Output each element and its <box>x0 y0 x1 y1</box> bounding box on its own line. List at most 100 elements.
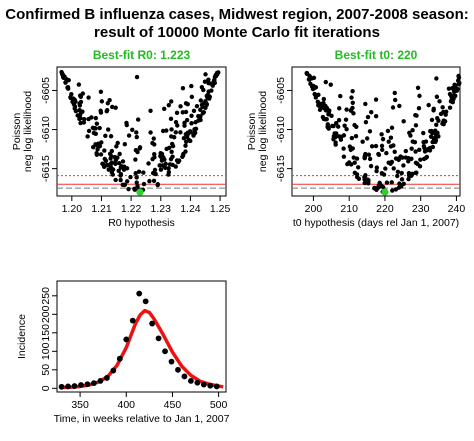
plot-2-point <box>422 149 428 154</box>
plot-2-point <box>397 103 402 109</box>
plot-1-point <box>174 110 180 116</box>
plot-1-point <box>180 153 186 158</box>
plot-1-point <box>189 94 195 100</box>
plot-2-point <box>451 86 457 92</box>
plot-2-point <box>373 143 379 149</box>
plot-2-point <box>421 139 426 145</box>
plot-1-points <box>59 69 221 193</box>
plot-1-point <box>128 174 133 180</box>
plot-2-point <box>437 99 442 104</box>
plot-1-point <box>102 156 107 162</box>
plot-1-frame <box>56 66 227 197</box>
plot-2-point <box>400 155 405 160</box>
plot-3-observed-point <box>136 290 143 297</box>
plot-1-point <box>133 171 138 176</box>
plot-2-point <box>410 139 415 144</box>
plot-1-point <box>124 179 130 184</box>
plot-2-point <box>380 147 385 153</box>
plot-1-point <box>189 83 194 89</box>
plot-1-point <box>203 105 208 111</box>
plot-1-point <box>94 142 99 148</box>
plot-1-point <box>103 133 108 139</box>
plot-1-point <box>169 99 174 104</box>
plot-2-point <box>434 122 439 127</box>
plot-2-point <box>390 105 396 110</box>
plot-1-point <box>148 108 153 113</box>
plot-2-point <box>349 135 355 141</box>
plot-1-point <box>134 74 140 80</box>
plot-2-point <box>333 140 338 145</box>
plot-1-point <box>178 130 183 135</box>
plot-2-y-tick-label: -6615 <box>275 155 287 182</box>
plot-1-point <box>117 151 122 157</box>
plot-2-point <box>367 129 373 134</box>
plot-2-point <box>399 170 404 176</box>
plot-2-point <box>324 117 329 122</box>
plot-2-point <box>392 90 397 96</box>
plot-2-point <box>366 178 371 183</box>
plot-1-point <box>150 170 156 176</box>
plot-1-point <box>169 141 175 147</box>
plot-2-point <box>326 126 331 131</box>
plot-1-point <box>126 133 132 138</box>
plot-1-point <box>198 98 203 103</box>
plot-2-point <box>440 105 445 110</box>
plot-1-point <box>91 130 97 136</box>
plot-1-point <box>134 134 139 140</box>
plot-2-point <box>417 93 422 99</box>
plot-2-point <box>323 108 329 113</box>
plot-1-point <box>193 120 198 125</box>
plot-1-point <box>105 127 111 132</box>
plot-1-point <box>199 102 205 108</box>
plot-2-point <box>385 128 391 134</box>
plot-1-point <box>151 136 156 141</box>
plot-1-point <box>110 104 115 110</box>
plot-1-point <box>174 158 180 163</box>
plot-2-point <box>410 128 415 133</box>
plot-2-point <box>360 139 365 144</box>
figure-title-line-1: Confirmed B influenza cases, Midwest reg… <box>5 6 469 23</box>
plot-1-point <box>199 85 205 90</box>
plot-1-point <box>82 117 87 122</box>
plot-2-point <box>363 119 369 125</box>
plot-3-x-tick-label: 400 <box>117 399 135 411</box>
plot-3-observed-point <box>129 317 136 324</box>
plot-1-x-tick-label: 1.21 <box>91 203 112 215</box>
plot-1-point <box>178 104 183 109</box>
plot-1-point <box>198 107 203 112</box>
plot-1-point <box>167 162 173 167</box>
plot-1-point <box>194 103 200 109</box>
plot-1-point <box>186 137 192 143</box>
plot-1-point <box>94 151 99 156</box>
plot-2-point <box>308 81 313 87</box>
plot-1-point <box>135 117 141 122</box>
plot-2-point <box>446 86 452 91</box>
plot-2-point <box>373 97 379 102</box>
plot-3-observed-point <box>103 375 110 381</box>
plot-2-point <box>348 107 354 113</box>
plot-1-point <box>198 117 203 123</box>
plot-1-point <box>126 186 131 192</box>
plot-1-x-tick-label: 1.23 <box>151 203 172 215</box>
plot-2-point <box>311 75 317 81</box>
plot-1-point <box>98 152 104 157</box>
plot-1-point <box>162 106 167 112</box>
plot-1-point <box>135 149 140 155</box>
plot-1-point <box>109 148 115 154</box>
plot-2-point <box>362 177 367 182</box>
plot-3-y-axis-label: Incidence <box>16 314 28 359</box>
plot-1-point <box>98 89 104 95</box>
plot-2-point <box>408 133 413 138</box>
plot-2-point <box>337 106 342 111</box>
plot-1-point <box>78 94 84 100</box>
plot-2-point <box>409 146 414 151</box>
plot-1-point <box>166 102 172 108</box>
plot-2-point <box>416 106 422 111</box>
plot-1-point <box>109 160 115 165</box>
plot-1-point <box>95 147 100 152</box>
plot-1-point <box>193 126 199 132</box>
plot-2-point <box>447 105 453 110</box>
plot-3-observed-point <box>168 358 175 365</box>
plot-2-point <box>452 82 457 88</box>
